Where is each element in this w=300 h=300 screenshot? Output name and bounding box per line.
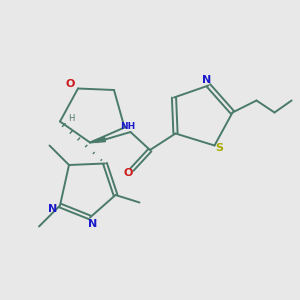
Text: S: S	[216, 143, 224, 153]
Text: H: H	[68, 114, 75, 123]
Text: O: O	[66, 79, 75, 89]
Text: N: N	[48, 203, 57, 214]
Polygon shape	[90, 137, 105, 143]
Text: NH: NH	[121, 122, 136, 131]
Text: N: N	[202, 75, 211, 85]
Text: O: O	[124, 168, 133, 178]
Text: N: N	[88, 219, 98, 229]
